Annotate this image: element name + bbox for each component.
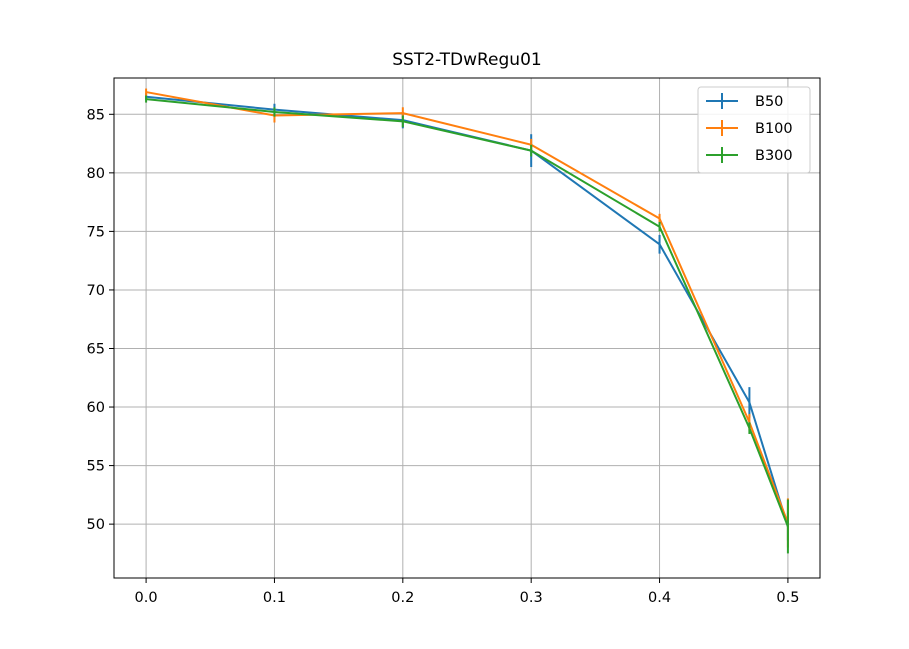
x-tick-label: 0.5 <box>776 590 799 606</box>
y-tick-label: 80 <box>87 166 105 182</box>
x-tick-label: 0.4 <box>648 590 671 606</box>
legend: B50 B100 B300 <box>697 86 811 174</box>
y-tick-label: 50 <box>87 517 105 533</box>
y-tick-label: 65 <box>87 341 105 357</box>
legend-item-b300: B300 <box>706 147 793 164</box>
legend-label: B50 <box>755 94 783 110</box>
y-tick-label: 75 <box>87 224 105 240</box>
plot-frame <box>113 77 821 579</box>
legend-box <box>697 86 811 174</box>
legend-item-b50: B50 <box>706 93 783 110</box>
y-tick-label: 55 <box>87 459 105 475</box>
y-tick-label: 60 <box>87 400 105 416</box>
y-tick-label: 85 <box>87 107 105 123</box>
x-tick-label: 0.0 <box>135 590 158 606</box>
x-tick-label: 0.2 <box>391 590 414 606</box>
x-tick-label: 0.1 <box>263 590 286 606</box>
y-tick-label: 70 <box>87 283 105 299</box>
series-b300 <box>145 95 789 554</box>
legend-label: B300 <box>755 148 793 164</box>
series-layer <box>145 88 789 554</box>
chart-title: SST2-TDwRegu01 <box>392 50 541 70</box>
grid <box>114 78 820 578</box>
legend-item-b100: B100 <box>706 120 793 137</box>
x-tick-label: 0.3 <box>520 590 543 606</box>
legend-label: B100 <box>755 121 793 137</box>
axis-ticks: 0.0 0.1 0.2 0.3 0.4 0.5 50 55 60 65 70 75 80 85 <box>87 107 800 606</box>
